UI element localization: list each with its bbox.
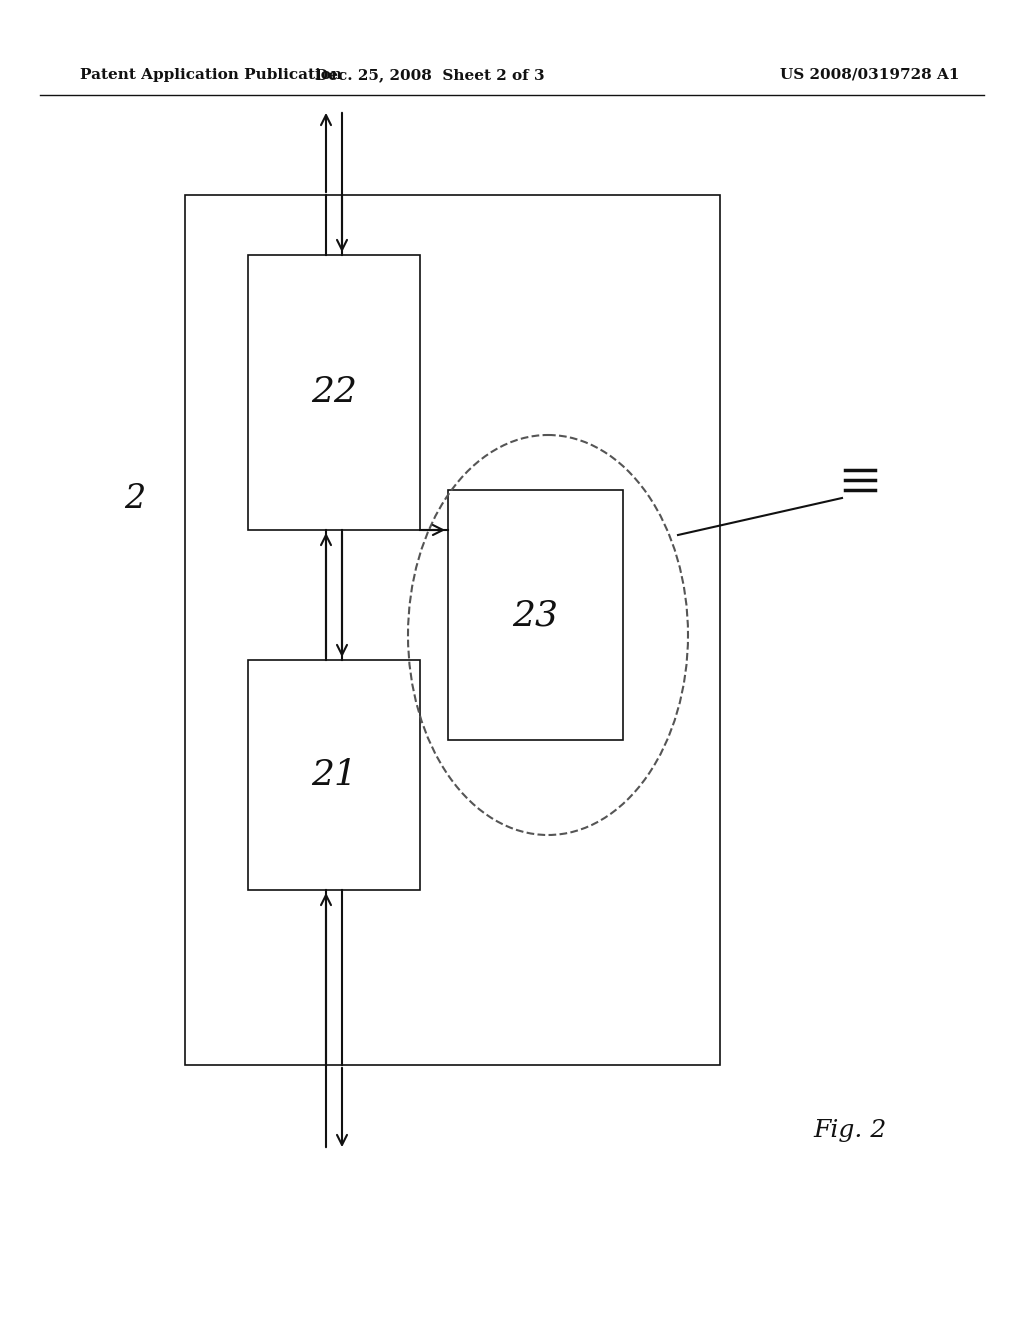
Bar: [185, 195, 720, 1065]
Bar: [449, 490, 623, 741]
Text: 21: 21: [311, 758, 357, 792]
Text: US 2008/0319728 A1: US 2008/0319728 A1: [780, 69, 959, 82]
Text: Fig. 2: Fig. 2: [813, 1118, 887, 1142]
Bar: [248, 255, 420, 531]
Text: 23: 23: [512, 598, 558, 632]
Text: Dec. 25, 2008  Sheet 2 of 3: Dec. 25, 2008 Sheet 2 of 3: [315, 69, 545, 82]
Text: Patent Application Publication: Patent Application Publication: [80, 69, 342, 82]
Bar: [248, 660, 420, 890]
Text: 22: 22: [311, 375, 357, 409]
Text: 2: 2: [124, 483, 145, 516]
